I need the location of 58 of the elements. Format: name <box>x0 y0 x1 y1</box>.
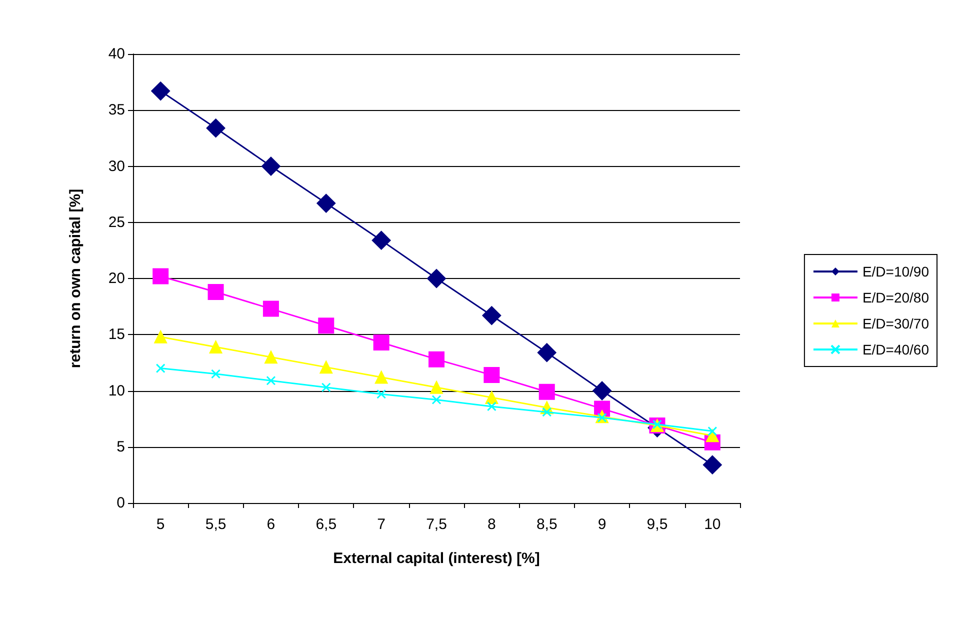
point <box>372 230 391 250</box>
x-tick-label: 5 <box>156 516 165 533</box>
x-tick-label: 5,5 <box>205 516 226 533</box>
x-tick-label: 9 <box>598 516 606 533</box>
point <box>154 330 168 344</box>
y-axis-title: return on own capital [%] <box>67 188 84 368</box>
point <box>485 390 498 404</box>
point <box>537 343 556 362</box>
point <box>151 82 170 101</box>
point <box>211 369 221 379</box>
point <box>264 350 278 364</box>
point <box>428 351 444 368</box>
point <box>206 118 226 138</box>
point <box>320 360 333 374</box>
point <box>432 394 442 404</box>
point <box>266 376 276 386</box>
x-tick-label: 8 <box>488 516 496 533</box>
point <box>262 300 279 317</box>
legend-label: E/D=20/80 <box>862 290 930 306</box>
x-tick-label: 8,5 <box>536 516 558 533</box>
y-tick-label: 30 <box>108 158 125 175</box>
point <box>430 380 443 394</box>
y-tick-label: 40 <box>108 46 125 62</box>
point <box>538 384 555 400</box>
point <box>373 334 390 350</box>
point <box>321 382 331 392</box>
y-tick-label: 5 <box>116 438 125 456</box>
y-tick-label: 35 <box>108 102 125 119</box>
x-tick-label: 7 <box>377 516 386 533</box>
point <box>376 389 386 399</box>
legend-label: E/D=10/90 <box>862 264 930 280</box>
point <box>592 381 612 400</box>
point <box>208 284 224 300</box>
point <box>209 340 222 354</box>
y-tick-label: 25 <box>108 214 125 231</box>
x-tick-label: 10 <box>704 516 721 533</box>
y-tick-label: 0 <box>116 494 125 512</box>
y-tick-label: 15 <box>108 326 125 344</box>
x-tick-label: 9,5 <box>646 516 668 533</box>
legend-label: E/D=40/60 <box>862 342 930 358</box>
point <box>318 318 334 334</box>
point <box>702 455 722 474</box>
y-tick-label: 20 <box>108 270 125 287</box>
point <box>486 402 496 412</box>
legend-label: E/D=30/70 <box>862 316 930 332</box>
point <box>316 194 336 213</box>
y-tick-label: 10 <box>108 382 125 400</box>
point <box>156 364 166 374</box>
point <box>427 269 446 288</box>
x-tick-label: 6,5 <box>316 516 337 533</box>
x-tick-label: 7,5 <box>426 516 447 533</box>
x-axis-title: External capital (interest) [%] <box>333 550 540 567</box>
point <box>261 156 280 176</box>
point <box>482 306 502 326</box>
point <box>152 268 169 284</box>
point <box>374 370 388 384</box>
x-tick-label: 6 <box>266 516 276 533</box>
point <box>484 367 500 384</box>
